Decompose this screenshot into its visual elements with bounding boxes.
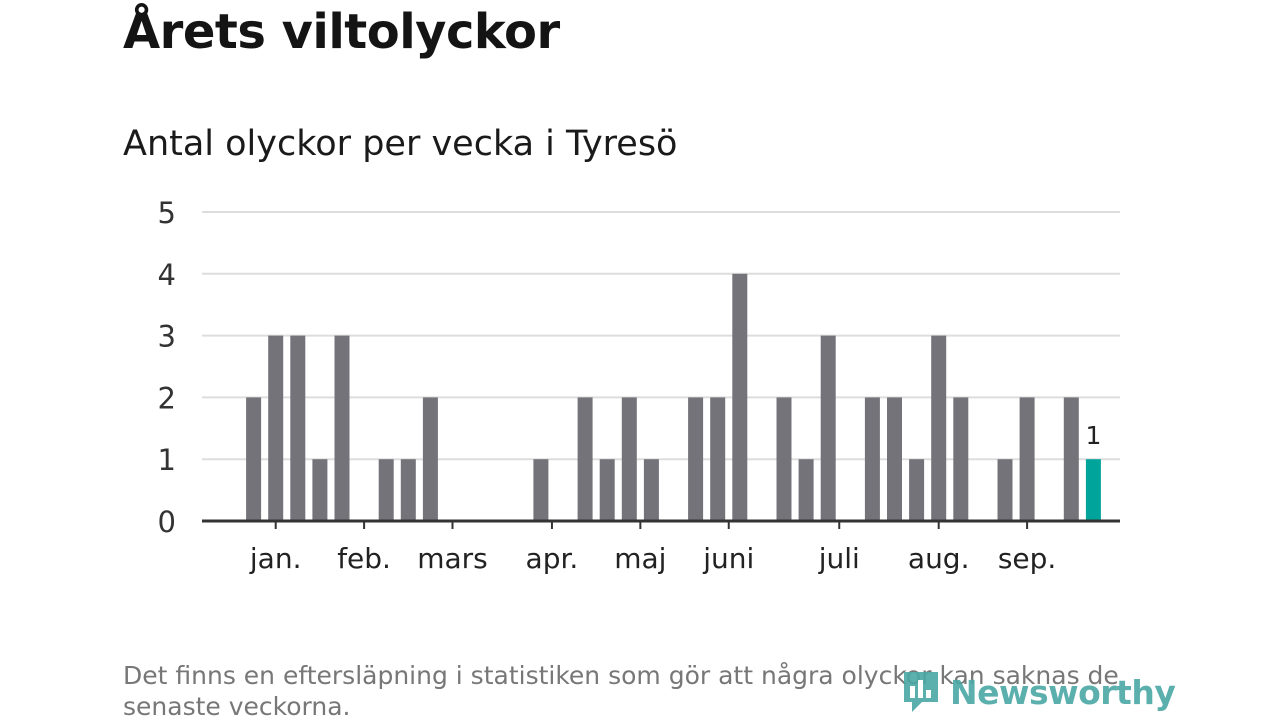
x-tick-label: sep. [998,542,1057,575]
brand-name: Newsworthy [950,672,1176,712]
bar [643,459,659,521]
bar [1019,397,1035,521]
highlighted-bar [1085,459,1101,521]
chart-subtitle: Antal olyckor per vecka i Tyresö [123,124,678,164]
bar [422,397,438,521]
x-tick-label: mars [417,542,488,575]
x-tick-label: juli [818,542,860,575]
bar [1063,397,1079,521]
bar [533,459,549,521]
x-tick-label: feb. [337,542,391,575]
y-tick-label: 1 [158,443,176,477]
bar [577,397,593,521]
bar [312,459,328,521]
y-tick-label: 4 [158,258,176,292]
footnote: Det finns en eftersläpning i statistiken… [123,661,1119,721]
y-tick-label: 5 [158,196,176,230]
bar [732,273,748,521]
bar [931,335,947,521]
x-tick-label: apr. [526,542,579,575]
x-tick-label: jan. [249,542,302,575]
bar [400,459,416,521]
bar [378,459,394,521]
bar [268,335,284,521]
y-tick-label: 0 [158,505,176,539]
bar [710,397,726,521]
newsworthy-logo-icon [904,672,938,712]
x-tick-label: juni [702,542,754,575]
newsworthy-brand: Newsworthy [900,668,1176,716]
bar [864,397,880,521]
bar [798,459,814,521]
bar-chart: 0 1 2 3 4 5 1 jan. feb. mars apr. maj juni juli aug. se… [158,196,1120,575]
y-tick-label: 3 [158,320,176,354]
bar [887,397,902,521]
y-tick-label: 2 [158,381,176,415]
bar [776,397,792,521]
bar [290,335,306,521]
bar [909,459,925,521]
bar [820,335,836,521]
bar [599,459,615,521]
bar [953,397,969,521]
chart-title: Årets viltolyckor [123,4,560,60]
bar [688,397,704,521]
x-tick-label: maj [614,542,666,575]
bar [334,335,350,521]
bar [621,397,637,521]
data-label: 1 [1085,421,1101,450]
bar [246,397,262,521]
bar [997,459,1013,521]
x-tick-label: aug. [908,542,970,575]
